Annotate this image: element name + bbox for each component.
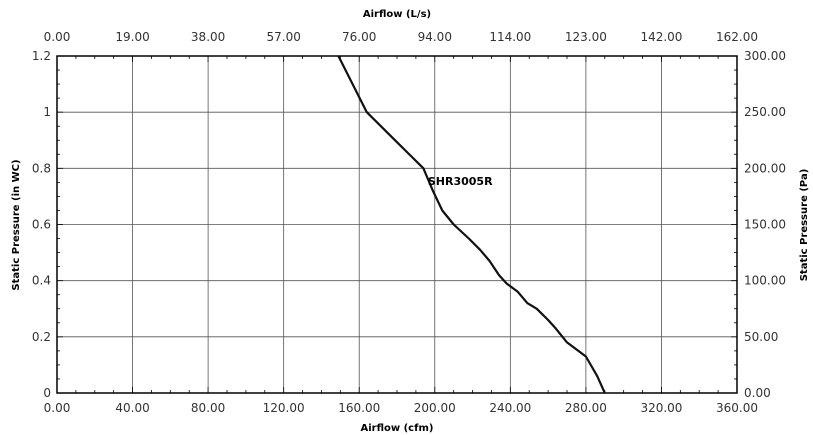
top-tick-label: 123.00 (565, 30, 607, 44)
x-axis-title: Airflow (cfm) (361, 423, 434, 434)
top-tick-label: 0.00 (44, 30, 71, 44)
y-tick-label: 0.6 (32, 218, 51, 232)
top-tick-label: 142.00 (640, 30, 682, 44)
grid (57, 56, 737, 393)
x-tick-label: 280.00 (565, 401, 607, 415)
top-tick-label: 94.00 (418, 30, 452, 44)
top-tick-label: 76.00 (342, 30, 376, 44)
series-label-shr3005r: SHR3005R (428, 175, 493, 188)
y-tick-label: 1 (43, 105, 51, 119)
x-tick-label: 0.00 (44, 401, 71, 415)
top-axis-title: Airflow (L/s) (363, 9, 431, 20)
y-axis-title: Static Pressure (in WC) (11, 159, 22, 290)
y-axis-ticks: 0 0.2 0.4 0.6 0.8 1 1.2 (32, 49, 51, 400)
x-tick-label: 200.00 (414, 401, 456, 415)
x-tick-label: 320.00 (640, 401, 682, 415)
right-axis-title: Static Pressure (Pa) (799, 169, 810, 282)
y-tick-label: 1.2 (32, 49, 51, 63)
right-tick-label: 200.00 (744, 161, 786, 175)
x-tick-label: 240.00 (489, 401, 531, 415)
right-tick-label: 50.00 (744, 330, 778, 344)
y-tick-label: 0.4 (32, 274, 51, 288)
y-tick-label: 0 (43, 386, 51, 400)
y-tick-label: 0.2 (32, 330, 51, 344)
top-tick-label: 114.00 (489, 30, 531, 44)
top-tick-label: 38.00 (191, 30, 225, 44)
right-tick-label: 100.00 (744, 274, 786, 288)
x-tick-label: 360.00 (716, 401, 758, 415)
right-tick-label: 150.00 (744, 218, 786, 232)
right-axis-ticks: 0.00 50.00 100.00 150.00 200.00 250.00 300.00 (744, 49, 786, 400)
series-line-shr3005r (337, 55, 606, 394)
right-tick-label: 250.00 (744, 105, 786, 119)
x-tick-label: 120.00 (263, 401, 305, 415)
top-tick-label: 19.00 (115, 30, 149, 44)
x-tick-label: 80.00 (191, 401, 225, 415)
x-tick-label: 40.00 (115, 401, 149, 415)
x-axis-ticks: 0.00 40.00 80.00 120.00 160.00 200.00 240.00 28… (44, 401, 758, 415)
x-tick-label: 160.00 (338, 401, 380, 415)
top-tick-label: 162.00 (716, 30, 758, 44)
right-tick-label: 0.00 (744, 386, 771, 400)
y-tick-label: 0.8 (32, 161, 51, 175)
top-tick-label: 57.00 (266, 30, 300, 44)
top-axis-ticks: 0.00 19.00 38.00 57.00 76.00 94.00 114.00 123.0… (44, 30, 758, 44)
minor-ticks (56, 55, 738, 394)
right-tick-label: 300.00 (744, 49, 786, 63)
